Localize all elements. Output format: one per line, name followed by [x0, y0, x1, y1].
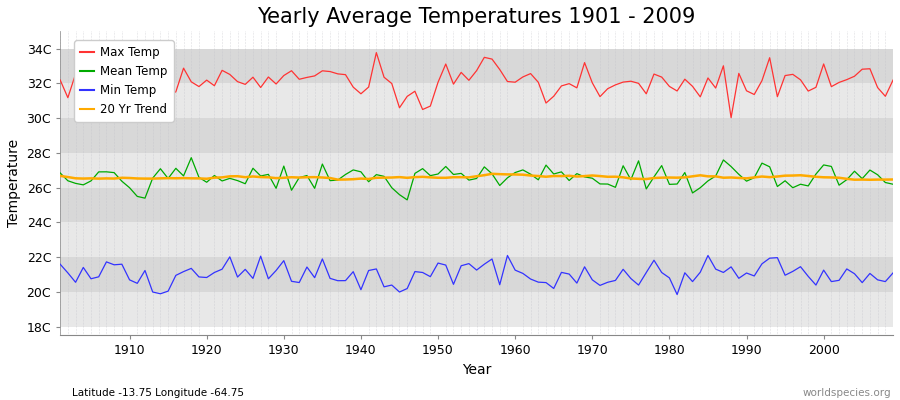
Bar [60, 153, 893, 188]
Bar [60, 49, 893, 84]
X-axis label: Year: Year [462, 363, 491, 377]
Bar [60, 257, 893, 292]
Bar [60, 118, 893, 153]
Text: Latitude -13.75 Longitude -64.75: Latitude -13.75 Longitude -64.75 [72, 388, 244, 398]
Legend: Max Temp, Mean Temp, Min Temp, 20 Yr Trend: Max Temp, Mean Temp, Min Temp, 20 Yr Tre… [75, 40, 174, 122]
Bar [60, 222, 893, 257]
Title: Yearly Average Temperatures 1901 - 2009: Yearly Average Temperatures 1901 - 2009 [257, 7, 696, 27]
Bar [60, 188, 893, 222]
Bar [60, 84, 893, 118]
Y-axis label: Temperature: Temperature [7, 139, 21, 228]
Bar [60, 292, 893, 327]
Text: worldspecies.org: worldspecies.org [803, 388, 891, 398]
